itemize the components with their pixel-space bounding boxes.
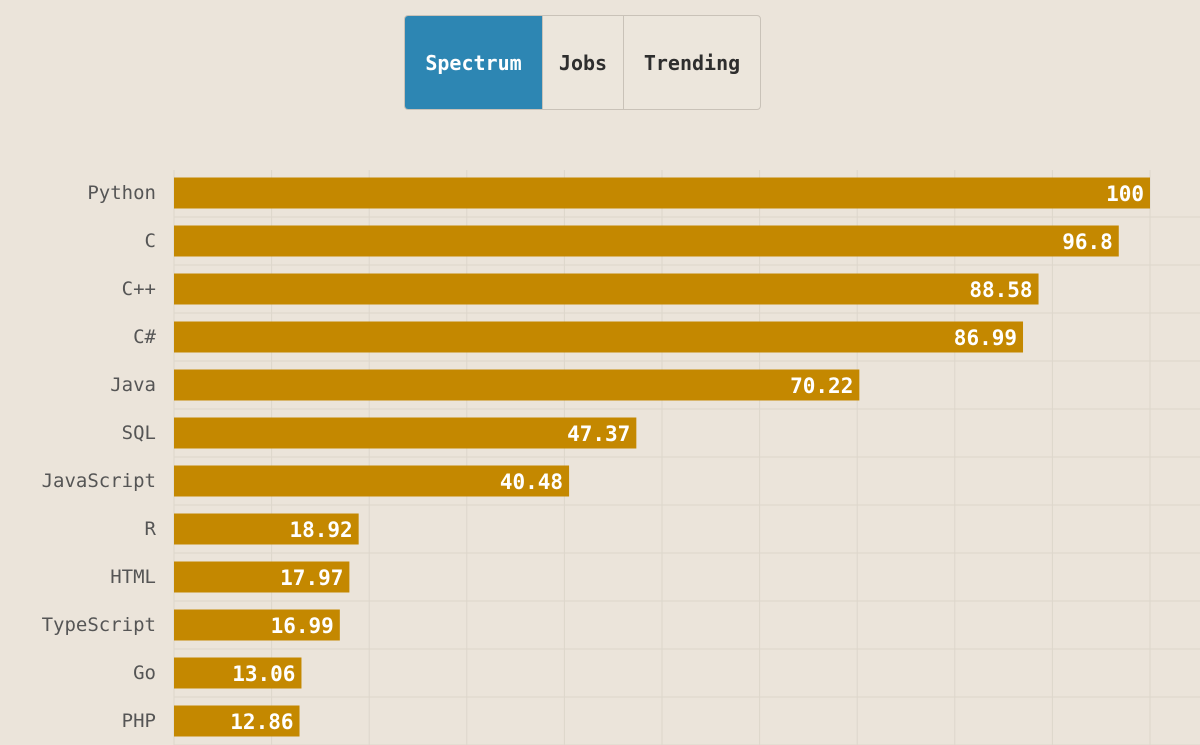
value-label: 70.22: [790, 374, 853, 398]
bar-r[interactable]: [174, 513, 359, 545]
value-label: 88.58: [969, 278, 1032, 302]
bar-java[interactable]: [174, 369, 860, 401]
category-label: PHP: [122, 710, 156, 732]
category-label: R: [145, 518, 157, 540]
tab-jobs[interactable]: Jobs: [542, 16, 623, 109]
bar-sql[interactable]: [174, 417, 637, 449]
bar-go[interactable]: [174, 657, 302, 689]
category-label: C#: [133, 326, 156, 348]
category-label: C: [145, 230, 156, 252]
category-label: SQL: [122, 422, 156, 444]
category-label: TypeScript: [42, 614, 156, 636]
bar-php[interactable]: [174, 705, 300, 737]
value-label: 40.48: [500, 470, 563, 494]
value-label: 47.37: [567, 422, 630, 446]
tab-spectrum[interactable]: Spectrum: [405, 16, 542, 109]
tab-trending[interactable]: Trending: [623, 16, 760, 109]
ranking-tabs: Spectrum Jobs Trending: [404, 15, 761, 110]
value-label: 12.86: [230, 710, 293, 734]
category-label: C++: [122, 278, 156, 300]
category-label: Java: [110, 374, 156, 396]
bar-typescript[interactable]: [174, 609, 340, 641]
chart-grid: [173, 170, 1200, 745]
value-label: 17.97: [280, 566, 343, 590]
bar-c-[interactable]: [174, 321, 1024, 353]
category-label: HTML: [110, 566, 156, 588]
bar-c-[interactable]: [174, 273, 1039, 305]
value-label: 86.99: [954, 326, 1017, 350]
bar-html[interactable]: [174, 561, 350, 593]
bar-python[interactable]: [174, 177, 1150, 209]
value-label: 13.06: [232, 662, 295, 686]
value-label: 16.99: [271, 614, 334, 638]
value-label: 96.8: [1062, 230, 1113, 254]
bar-javascript[interactable]: [174, 465, 570, 497]
bar-c[interactable]: [174, 225, 1119, 257]
category-label: Python: [87, 182, 156, 204]
value-label: 18.92: [289, 518, 352, 542]
category-label: Go: [133, 662, 156, 684]
value-label: 100: [1106, 182, 1144, 206]
category-label: JavaScript: [42, 470, 156, 492]
